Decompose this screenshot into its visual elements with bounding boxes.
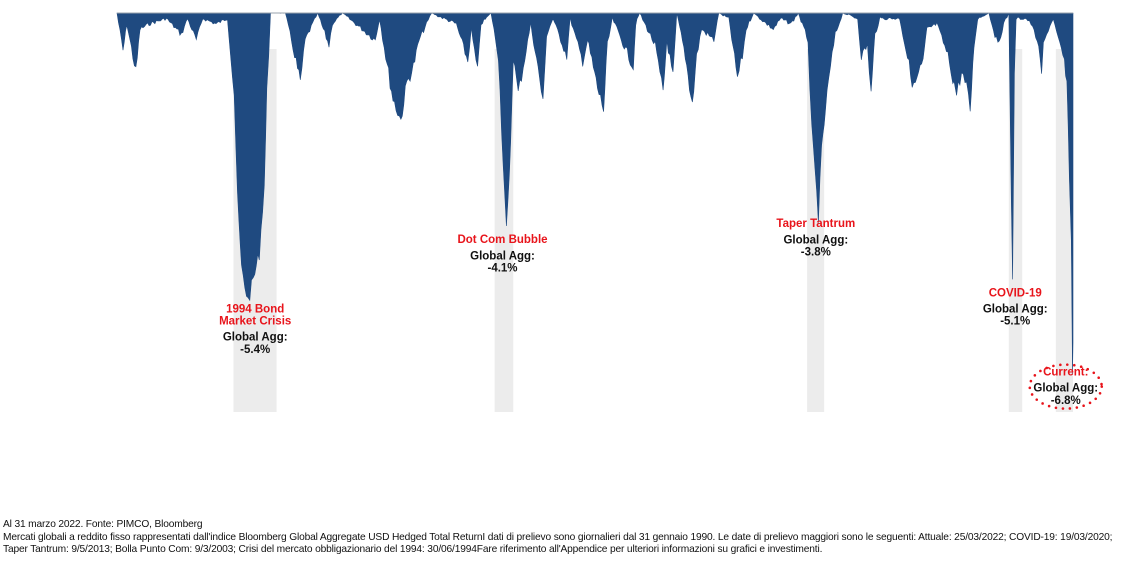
annotation-title: Current:	[1043, 366, 1088, 378]
annotation-title: Market Crisis	[219, 315, 291, 327]
annotation-value: Global Agg:	[1033, 383, 1098, 395]
footer-note-line-1: Mercati globali a reddito fisso rapprese…	[3, 531, 1113, 543]
annotation-title: COVID-19	[989, 287, 1042, 299]
annotation-2: Dot Com Bubble Global Agg:-4.1%	[457, 234, 547, 274]
annotation-title: Dot Com Bubble	[457, 234, 547, 246]
footer: Al 31 marzo 2022. Fonte: PIMCO, Bloomber…	[3, 519, 1121, 557]
annotation-5: Current: Global Agg:-6.8%	[1028, 363, 1104, 410]
annotation-value: -5.4%	[240, 344, 270, 356]
annotation-4: COVID-19 Global Agg:-5.1%	[983, 287, 1048, 327]
annotation-value: Global Agg:	[983, 304, 1048, 316]
annotation-title: Taper Tantrum	[776, 218, 855, 230]
annotation-value: -5.1%	[1000, 316, 1030, 328]
current-highlight-circle	[1028, 363, 1104, 410]
annotation-value: -3.8%	[801, 247, 831, 259]
annotation-3: Taper Tantrum Global Agg:-3.8%	[776, 218, 855, 258]
annotation-value: Global Agg:	[223, 332, 288, 344]
annotation-value: Global Agg:	[783, 234, 848, 246]
annotation-value: -6.8%	[1051, 395, 1081, 407]
footer-source: Al 31 marzo 2022. Fonte: PIMCO, Bloomber…	[3, 519, 203, 530]
footer-note-line-2: Taper Tantrum: 9/5/2013; Bolla Punto Com…	[3, 544, 823, 556]
annotation-title: 1994 Bond	[226, 303, 284, 315]
highlight-bands	[233, 49, 1073, 412]
annotation-value: -4.1%	[487, 263, 517, 275]
annotation-value: Global Agg:	[470, 250, 535, 262]
